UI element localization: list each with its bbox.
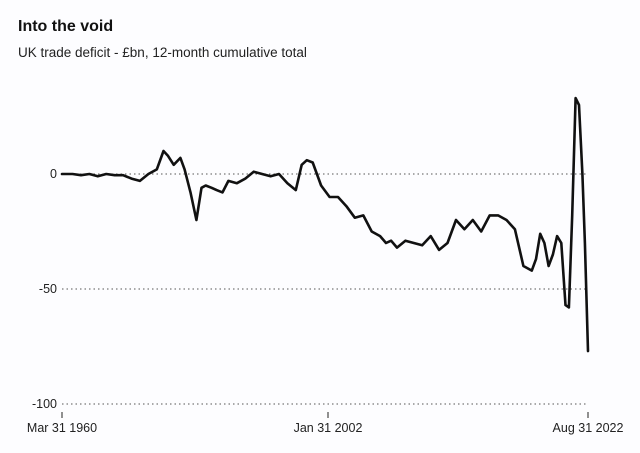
x-tick-label: Aug 31 2022	[553, 421, 624, 435]
y-axis: 0 -50 -100	[32, 167, 57, 411]
x-tick-label: Mar 31 1960	[27, 421, 97, 435]
y-tick-label: 0	[50, 167, 57, 181]
chart-subtitle: UK trade deficit - £bn, 12-month cumulat…	[18, 45, 307, 60]
grid-layer	[62, 173, 588, 405]
y-tick-label: -100	[32, 397, 57, 411]
chart-title: Into the void	[18, 18, 114, 35]
series-layer	[60, 96, 590, 353]
x-tick-label: Jan 31 2002	[294, 421, 363, 435]
series-line	[60, 96, 590, 353]
x-axis: Mar 31 1960 Jan 31 2002 Aug 31 2022	[27, 412, 624, 435]
y-tick-label: -50	[39, 282, 57, 296]
